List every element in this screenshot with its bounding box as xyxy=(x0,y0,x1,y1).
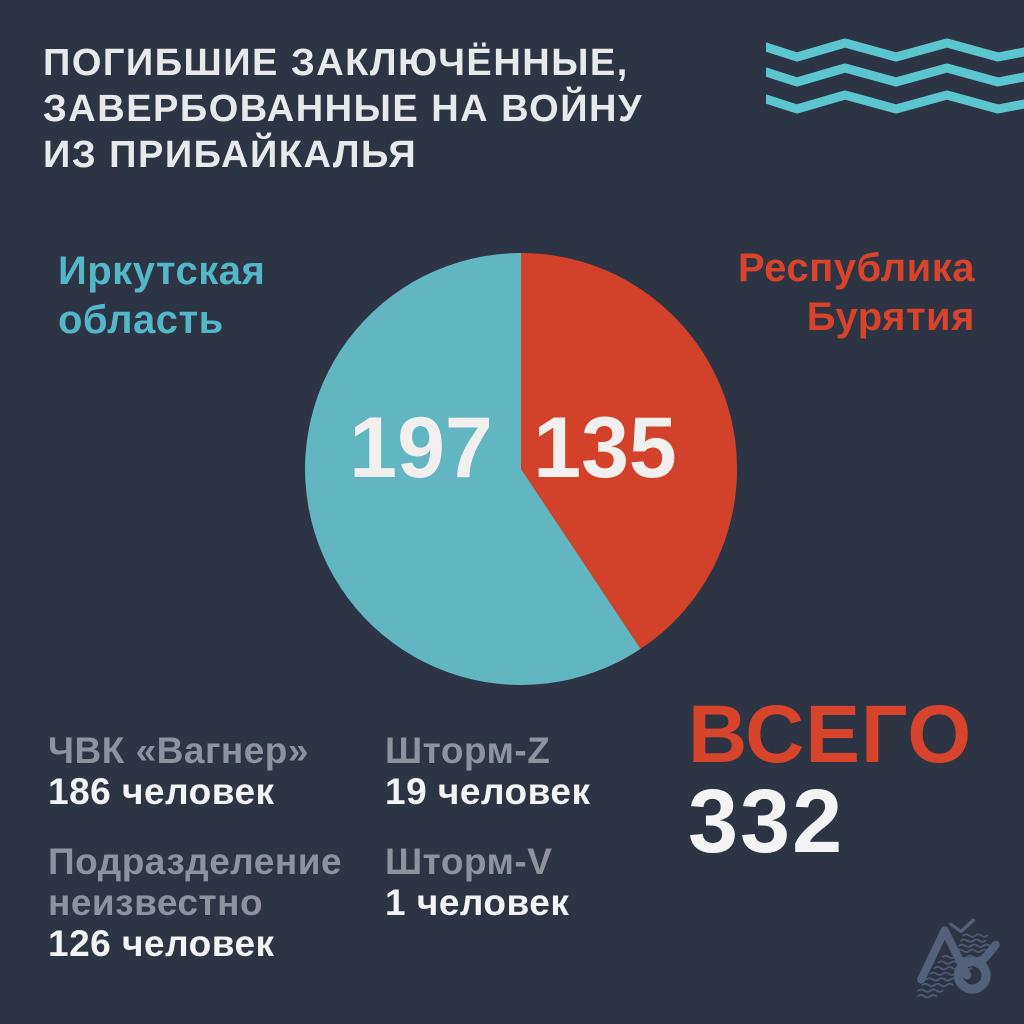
stat-wagner-label: ЧВК «Вагнер» xyxy=(48,730,309,771)
stat-storm-v-value: 1 человек xyxy=(385,882,570,923)
pie-value-irkutsk: 197 xyxy=(349,400,493,496)
logo-letter-b-tail xyxy=(974,940,1000,969)
wave-lines xyxy=(766,38,1024,114)
pie-value-buryatia: 135 xyxy=(533,400,677,496)
stats-column-2: Шторм-Z 19 человек Шторм-V 1 человек xyxy=(385,730,675,952)
stat-storm-z: Шторм-Z 19 человек xyxy=(385,730,675,812)
logo-mountain xyxy=(917,926,972,984)
pie-slice-irkutsk xyxy=(305,253,641,685)
stat-wagner-value: 186 человек xyxy=(48,771,275,812)
stat-unit-unknown: Подразделение неизвестно 126 человек xyxy=(48,841,393,964)
legend-buryatia: Республика Бурятия xyxy=(738,244,975,342)
stat-unit-unknown-label: Подразделение неизвестно xyxy=(48,841,343,923)
stat-storm-v-label: Шторм-V xyxy=(385,841,553,882)
stat-storm-z-value: 19 человек xyxy=(385,771,591,812)
pie-chart: 197 135 xyxy=(305,253,737,685)
total-value: 332 xyxy=(688,772,845,872)
legend-irkutsk-oblast: Иркутская область xyxy=(58,247,265,345)
pie-slice-buryatia xyxy=(521,253,737,649)
stat-unit-unknown-value: 126 человек xyxy=(48,923,275,964)
title-line-1: ПОГИБШИЕ ЗАКЛЮЧЁННЫЕ, xyxy=(43,42,629,84)
baikal-people-logo xyxy=(917,918,1000,999)
stats-column-1: ЧВК «Вагнер» 186 человек Подразделение н… xyxy=(48,730,393,993)
legend-buryatia-line-1: Республика xyxy=(737,246,975,290)
waves-icon xyxy=(766,38,1024,114)
title-line-2: ЗАВЕРБОВАННЫЕ НА ВОЙНУ xyxy=(43,88,644,130)
title-line-3: ИЗ ПРИБАЙКАЛЬЯ xyxy=(43,134,418,176)
legend-irkutsk-line-1: Иркутская xyxy=(58,249,266,293)
logo-letter-b-ring xyxy=(953,956,991,994)
logo-bird-icon xyxy=(949,918,975,934)
logo-marks xyxy=(917,918,1000,999)
stat-wagner: ЧВК «Вагнер» 186 человек xyxy=(48,730,393,812)
legend-irkutsk-line-2: область xyxy=(58,298,224,342)
page-title: ПОГИБШИЕ ЗАКЛЮЧЁННЫЕ, ЗАВЕРБОВАННЫЕ НА В… xyxy=(43,40,643,178)
legend-buryatia-line-2: Бурятия xyxy=(806,295,975,339)
total-label: ВСЕГО xyxy=(688,689,973,780)
stat-storm-v: Шторм-V 1 человек xyxy=(385,841,675,923)
stat-storm-z-label: Шторм-Z xyxy=(385,730,551,771)
